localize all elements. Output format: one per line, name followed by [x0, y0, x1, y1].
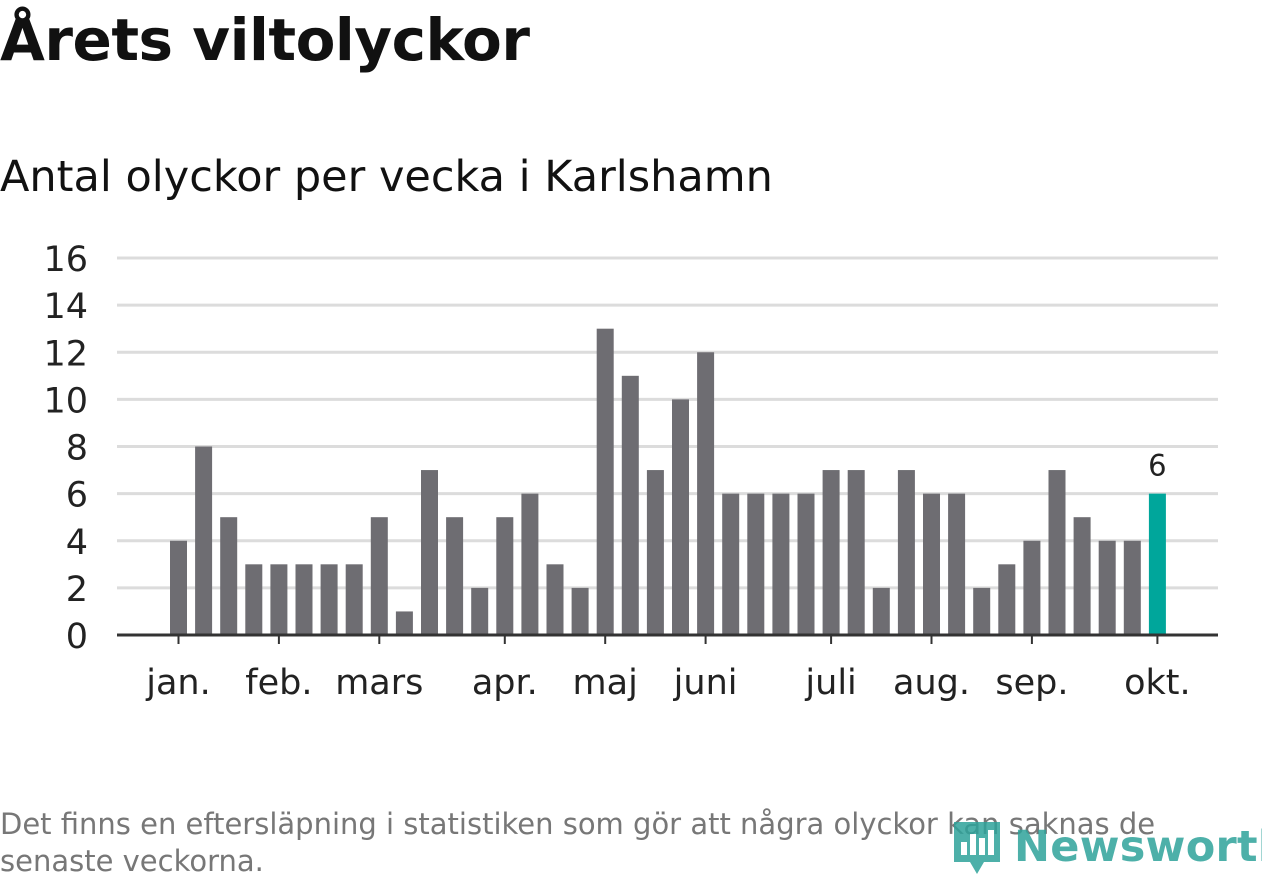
bar-week-23: [722, 493, 740, 635]
bar-week-31: [923, 493, 940, 635]
bar-week-37: [1073, 517, 1091, 635]
x-tick-label-juli: juli: [804, 663, 856, 703]
bar-week-19: [621, 375, 639, 635]
bar-week-29: [872, 587, 890, 635]
y-tick-label: 2: [66, 570, 88, 610]
logo-text: Newsworthy: [1014, 822, 1262, 872]
bar-week-20: [646, 470, 664, 635]
bar-week-5: [270, 564, 288, 635]
x-tick-label-apr: apr.: [472, 663, 538, 703]
bar-chart-logo-icon: [954, 822, 1000, 874]
bar-week-35: [1023, 540, 1041, 635]
bar-week-26: [797, 493, 815, 635]
bar-week-8: [345, 564, 363, 635]
bar-week-3: [220, 517, 238, 635]
x-tick-label-feb: feb.: [245, 663, 312, 703]
bar-week-6: [295, 564, 313, 635]
bar-week-21: [672, 399, 689, 635]
bar-week-39: [1123, 540, 1141, 635]
y-tick-label: 16: [43, 240, 88, 280]
bar-week-24: [747, 493, 765, 635]
bar-week-27: [822, 470, 840, 635]
bar-week-32: [948, 493, 966, 635]
bar-week-18: [596, 328, 614, 635]
bar-week-40: [1148, 493, 1166, 635]
x-tick-label-mars: mars: [335, 663, 423, 703]
bar-week-13: [471, 587, 489, 635]
bar-week-12: [446, 517, 464, 635]
y-tick-label: 8: [66, 429, 88, 469]
bar-week-34: [998, 564, 1016, 635]
x-tick-label-juni: juni: [673, 663, 738, 703]
bar-week-1: [170, 540, 187, 635]
x-tick-label-maj: maj: [573, 663, 638, 703]
x-axis-tick-labels: jan. feb. mars apr. maj juni juli aug. sep. okt.: [145, 663, 1190, 703]
x-tick-label-aug: aug.: [893, 663, 970, 703]
chart-title: Årets viltolyckor: [0, 6, 530, 74]
bar-week-15: [521, 493, 539, 635]
data-label-last-week: 6: [1148, 449, 1166, 483]
bar-week-7: [320, 564, 338, 635]
bar-week-14: [496, 517, 514, 635]
x-tick-label-jan: jan.: [145, 663, 210, 703]
bar-week-30: [897, 470, 915, 635]
bar-week-9: [370, 517, 388, 635]
bar-week-28: [847, 470, 865, 635]
chart-subtitle: Antal olyckor per vecka i Karlshamn: [0, 152, 773, 202]
bar-week-17: [571, 587, 589, 635]
x-axis: [117, 633, 1218, 644]
bar-week-36: [1048, 470, 1066, 635]
y-tick-label: 4: [66, 523, 88, 563]
newsworthy-logo: Newsworthy: [950, 816, 1262, 878]
y-tick-label: 10: [43, 381, 88, 421]
y-axis-tick-labels: 0 2 4 6 8 10 12 14 16: [43, 240, 88, 657]
bar-week-16: [546, 564, 564, 635]
bar-week-10: [395, 611, 413, 635]
y-tick-label: 14: [43, 287, 88, 327]
bar-week-2: [195, 446, 213, 635]
bar-week-33: [973, 587, 991, 635]
bar-week-11: [421, 470, 438, 635]
y-tick-label: 6: [66, 476, 88, 516]
bar-week-38: [1098, 540, 1116, 635]
bar-week-25: [772, 493, 790, 635]
bar-week-4: [245, 564, 263, 635]
bars: [170, 328, 1166, 635]
x-tick-label-okt: okt.: [1124, 663, 1191, 703]
gridlines: [117, 256, 1218, 590]
y-tick-label: 0: [66, 617, 88, 657]
data-labels: 6: [1148, 449, 1166, 483]
x-tick-label-sep: sep.: [995, 663, 1068, 703]
y-tick-label: 12: [43, 334, 88, 374]
bar-week-22: [697, 352, 715, 635]
